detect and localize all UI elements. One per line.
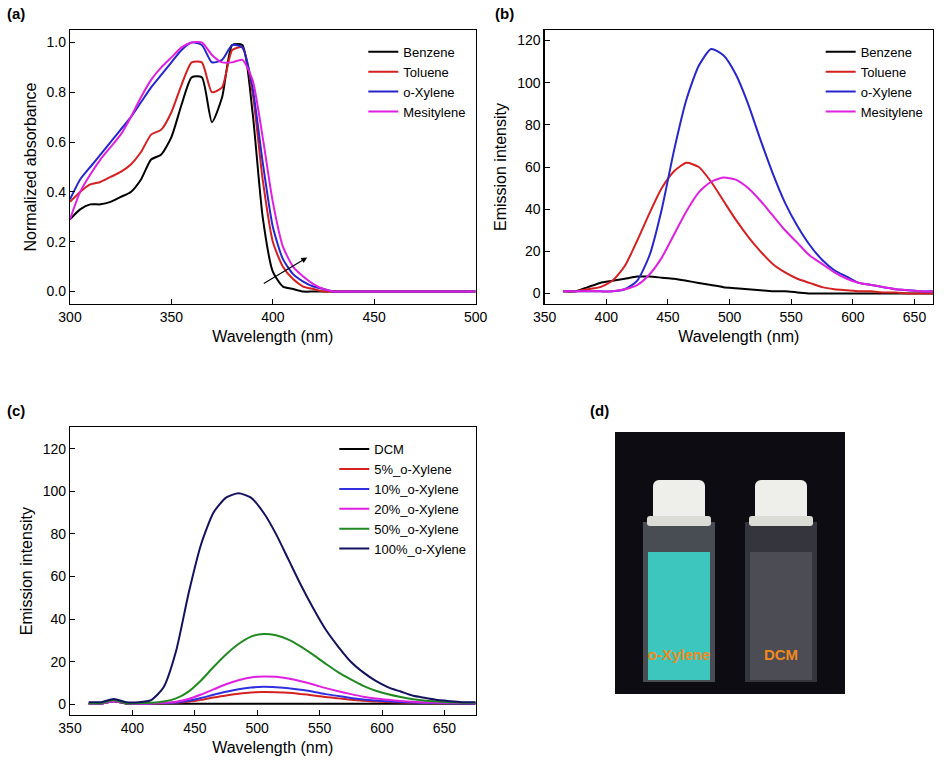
svg-text:450: 450 [363, 309, 387, 325]
svg-text:Emission intensity: Emission intensity [492, 103, 509, 231]
svg-text:o-Xylene: o-Xylene [648, 646, 711, 663]
svg-text:DCM: DCM [764, 646, 798, 663]
svg-text:0.8: 0.8 [47, 84, 67, 100]
svg-text:500: 500 [718, 309, 742, 325]
svg-text:Mesitylene: Mesitylene [861, 105, 923, 120]
svg-text:500: 500 [464, 309, 488, 325]
svg-text:o-Xylene: o-Xylene [861, 85, 912, 100]
svg-text:100: 100 [43, 483, 67, 499]
svg-text:650: 650 [433, 720, 457, 736]
svg-text:350: 350 [58, 720, 82, 736]
svg-text:400: 400 [121, 720, 145, 736]
svg-text:350: 350 [533, 309, 557, 325]
svg-text:(d): (d) [590, 402, 609, 419]
svg-text:1.0: 1.0 [47, 34, 67, 50]
svg-text:80: 80 [50, 526, 66, 542]
svg-text:(c): (c) [7, 402, 25, 419]
svg-text:(b): (b) [495, 5, 514, 22]
svg-text:Wavelength (nm): Wavelength (nm) [678, 328, 799, 345]
svg-text:Mesitylene: Mesitylene [403, 105, 465, 120]
svg-text:60: 60 [525, 159, 541, 175]
svg-text:400: 400 [261, 309, 285, 325]
svg-text:500: 500 [246, 720, 270, 736]
svg-text:50%_o-Xylene: 50%_o-Xylene [374, 522, 459, 537]
svg-text:550: 550 [308, 720, 332, 736]
svg-text:Emission intensity: Emission intensity [18, 507, 35, 635]
svg-text:300: 300 [58, 309, 82, 325]
svg-text:Wavelength (nm): Wavelength (nm) [212, 739, 333, 756]
svg-text:0: 0 [58, 696, 66, 712]
svg-text:Benzene: Benzene [403, 45, 454, 60]
svg-text:450: 450 [183, 720, 207, 736]
svg-text:600: 600 [370, 720, 394, 736]
svg-text:20: 20 [525, 243, 541, 259]
svg-text:350: 350 [160, 309, 184, 325]
svg-text:550: 550 [780, 309, 804, 325]
svg-text:80: 80 [525, 117, 541, 133]
svg-text:20%_o-Xylene: 20%_o-Xylene [374, 502, 459, 517]
svg-text:600: 600 [841, 309, 865, 325]
svg-text:0: 0 [533, 285, 541, 301]
svg-text:0.2: 0.2 [47, 234, 67, 250]
svg-text:Benzene: Benzene [861, 45, 912, 60]
svg-text:450: 450 [656, 309, 680, 325]
svg-text:0.4: 0.4 [47, 184, 67, 200]
svg-text:Wavelength (nm): Wavelength (nm) [212, 328, 333, 345]
svg-text:20: 20 [50, 654, 66, 670]
svg-text:120: 120 [43, 441, 67, 457]
svg-text:100: 100 [517, 75, 541, 91]
svg-text:Toluene: Toluene [861, 65, 907, 80]
svg-text:DCM: DCM [374, 442, 404, 457]
svg-text:650: 650 [903, 309, 927, 325]
svg-text:60: 60 [50, 568, 66, 584]
svg-text:120: 120 [517, 32, 541, 48]
svg-text:10%_o-Xylene: 10%_o-Xylene [374, 482, 459, 497]
svg-text:(a): (a) [7, 5, 25, 22]
svg-text:40: 40 [525, 201, 541, 217]
svg-text:0.6: 0.6 [47, 134, 67, 150]
svg-text:Normalized absorbance: Normalized absorbance [22, 82, 39, 251]
svg-text:Toluene: Toluene [403, 65, 449, 80]
svg-text:40: 40 [50, 611, 66, 627]
svg-text:5%_o-Xylene: 5%_o-Xylene [374, 462, 451, 477]
svg-text:o-Xylene: o-Xylene [403, 85, 454, 100]
svg-text:400: 400 [595, 309, 619, 325]
svg-text:100%_o-Xylene: 100%_o-Xylene [374, 542, 466, 557]
svg-text:0.0: 0.0 [47, 283, 67, 299]
